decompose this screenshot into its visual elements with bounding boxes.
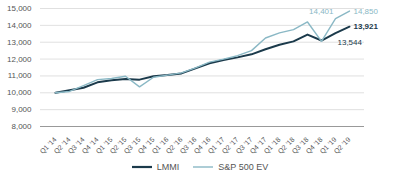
svg-text:Q3 '14: Q3 '14 — [66, 135, 86, 155]
svg-text:Q1 '19: Q1 '19 — [318, 135, 338, 155]
svg-text:Q1 '17: Q1 '17 — [206, 135, 226, 155]
html-text:S&P 500 EV: S&P 500 EV — [218, 162, 269, 172]
svg-text:Q2 '19: Q2 '19 — [332, 136, 352, 156]
svg-text:Q3 '17: Q3 '17 — [234, 135, 254, 155]
svg-text:Q2 '15: Q2 '15 — [108, 135, 128, 155]
svg-text:11,000: 11,000 — [8, 71, 32, 80]
svg-text:10,000: 10,000 — [7, 88, 32, 97]
svg-text:13,000: 13,000 — [7, 38, 32, 47]
svg-text:Q3 '16: Q3 '16 — [178, 135, 198, 155]
svg-text:13,921: 13,921 — [354, 22, 379, 31]
svg-text:Q1 '15: Q1 '15 — [94, 135, 114, 155]
svg-text:Q4 '14: Q4 '14 — [80, 135, 100, 155]
svg-text:Q3 '18: Q3 '18 — [290, 135, 310, 155]
svg-text:8,000: 8,000 — [11, 122, 32, 131]
svg-text:Q3 '15: Q3 '15 — [122, 135, 142, 155]
svg-text:13,544: 13,544 — [338, 38, 363, 47]
svg-text:Q1 '18: Q1 '18 — [262, 135, 282, 155]
svg-text:Q4 '16: Q4 '16 — [192, 135, 212, 155]
svg-text:15,000: 15,000 — [7, 4, 32, 13]
svg-text:Q4 '18: Q4 '18 — [304, 135, 324, 155]
svg-text:9,000: 9,000 — [11, 105, 32, 114]
svg-text:Q1 '16: Q1 '16 — [150, 135, 170, 155]
svg-text:12,000: 12,000 — [7, 55, 32, 64]
html-text:LMMI: LMMI — [156, 162, 180, 172]
svg-text:Q2 '17: Q2 '17 — [220, 135, 240, 155]
svg-text:Q4 '15: Q4 '15 — [136, 135, 156, 155]
svg-text:14,401: 14,401 — [309, 7, 334, 16]
svg-text:Q2 '18: Q2 '18 — [276, 135, 296, 155]
svg-text:Q2 '16: Q2 '16 — [164, 135, 184, 155]
svg-text:14,000: 14,000 — [7, 21, 32, 30]
svg-text:Q4 '17: Q4 '17 — [248, 135, 268, 155]
svg-text:14,850: 14,850 — [354, 7, 379, 16]
svg-text:Q2 '14: Q2 '14 — [52, 135, 72, 155]
svg-text:Q1 '14: Q1 '14 — [38, 135, 58, 155]
